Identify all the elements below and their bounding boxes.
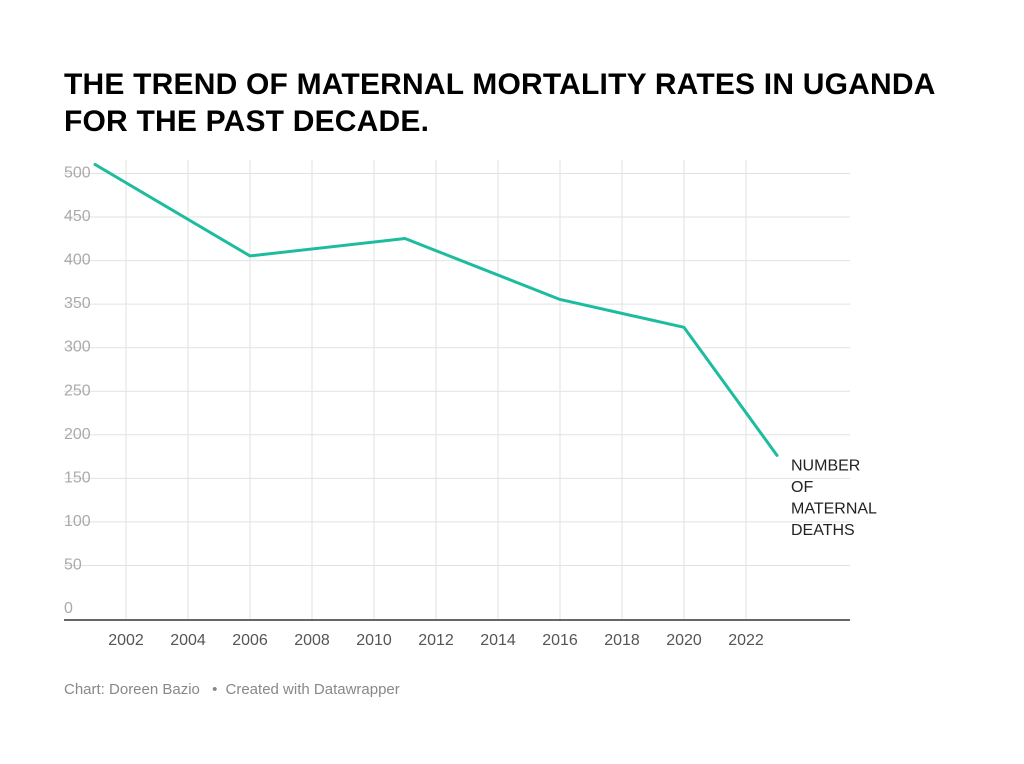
chart-footer: Chart: Doreen Bazio • Created with Dataw… [64,681,400,698]
series-group: NUMBER OF MATERNAL DEATHS [93,162,877,539]
x-tick-label: 2002 [108,632,144,649]
x-tick-label: 2010 [356,632,392,649]
series-label-word: MATERNAL [791,500,877,517]
y-tick-label: 400 [64,252,91,269]
footer-separator: • [212,681,218,698]
y-tick-label: 350 [64,295,91,312]
y-axis-tick-labels: 0 50 100 150 200 250 300 350 400 450 500 [64,165,91,618]
gridlines [64,160,850,620]
series-line [93,162,779,457]
y-tick-label: 0 [64,600,73,617]
x-axis-tick-labels: 2002 2004 2006 2008 2010 2012 2014 2016 2018 2020… [108,632,764,649]
chart-title: THE TREND OF MATERNAL MORTALITY RATES IN… [64,68,935,138]
x-tick-label: 2012 [418,632,454,649]
x-tick-label: 2014 [480,632,516,649]
series-label: NUMBER OF MATERNAL DEATHS [791,457,877,538]
y-tick-label: 100 [64,513,91,530]
x-tick-label: 2006 [232,632,268,649]
x-tick-label: 2008 [294,632,330,649]
x-tick-label: 2016 [542,632,578,649]
y-tick-label: 150 [64,469,91,486]
x-tick-label: 2022 [728,632,764,649]
credit-text: Chart: Doreen Bazio [64,681,200,698]
y-tick-label: 200 [64,426,91,443]
x-tick-label: 2004 [170,632,206,649]
x-tick-label: 2020 [666,632,702,649]
y-tick-label: 50 [64,556,82,573]
series-label-word: OF [791,479,813,496]
y-tick-label: 300 [64,339,91,356]
y-tick-label: 500 [64,165,91,182]
y-tick-label: 450 [64,208,91,225]
created-with-link[interactable]: Created with Datawrapper [225,681,400,698]
y-tick-label: 250 [64,382,91,399]
x-tick-label: 2018 [604,632,640,649]
series-label-word: NUMBER [791,457,860,474]
series-label-word: DEATHS [791,522,855,539]
